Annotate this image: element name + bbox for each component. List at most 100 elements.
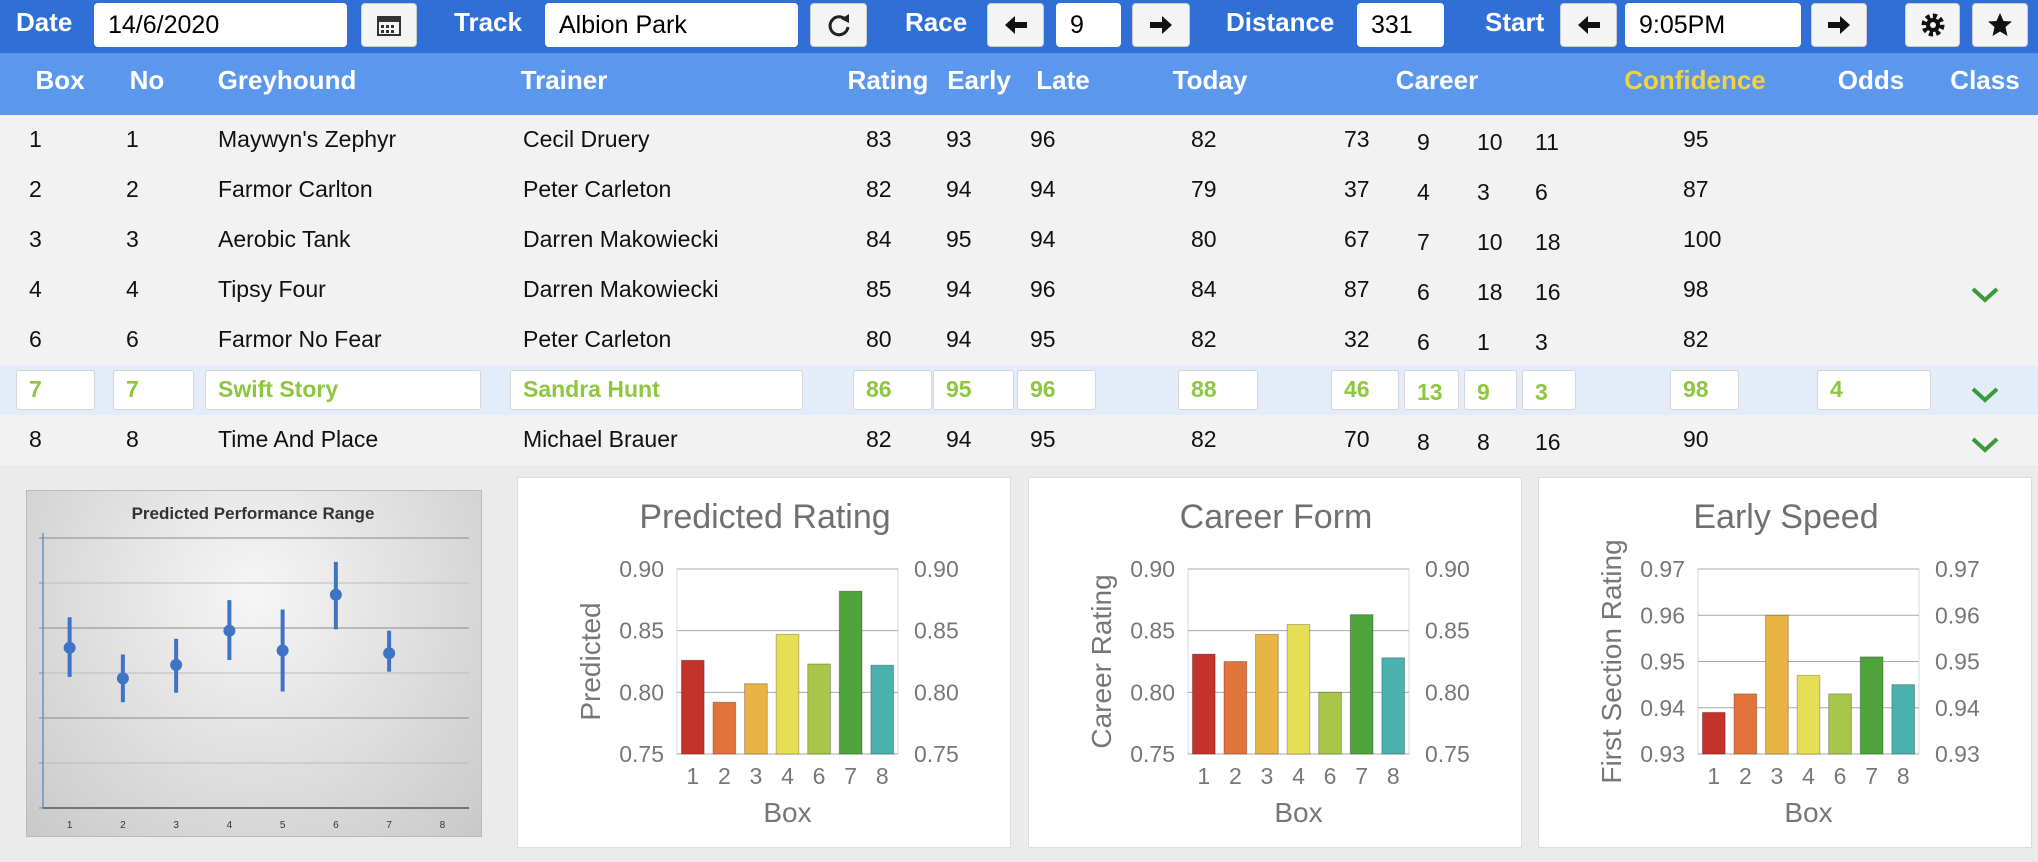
table-row[interactable]: 4 4 Tipsy Four Darren Makowiecki 85 94 96 84 87 6… (0, 265, 2038, 315)
bar (1733, 693, 1758, 755)
race-next[interactable] (1132, 3, 1190, 47)
cell-today: 84 (1191, 276, 1217, 302)
distance-input[interactable]: 331 (1357, 3, 1444, 47)
table-row[interactable]: 7 7 Swift Story Sandra Hunt 86 95 96 88 46 13 9 3 98… (0, 365, 2038, 415)
cell-career: 8 (1417, 429, 1430, 455)
cell-late: 96 (1030, 276, 1056, 302)
column-header: No (129, 65, 165, 95)
table-row[interactable]: 1 1 Maywyn's Zephyr Cecil Druery 83 93 96 82 73 9… (0, 115, 2038, 165)
check-icon (1971, 387, 1999, 403)
cell-box (1522, 370, 1576, 410)
start-next[interactable] (1811, 3, 1867, 47)
x-tick-label: 2 (1739, 763, 1752, 789)
column-header: Box (35, 65, 85, 95)
cell-box (16, 370, 95, 410)
cell-trainer: Cecil Druery (523, 126, 650, 152)
cell-career: 3 (1535, 379, 1548, 405)
x-tick-label: 3 (1771, 763, 1784, 789)
y-tick-label: 0.80 (619, 679, 664, 705)
cell-career: 3 (1477, 179, 1490, 205)
class-check (1971, 437, 1999, 453)
cell-trainer: Darren Makowiecki (523, 276, 719, 302)
y2-tick-label: 0.94 (1935, 695, 1980, 721)
cell-confidence: 98 (1683, 376, 1709, 402)
x-tick-label: 4 (227, 820, 233, 831)
bar (1859, 656, 1884, 755)
chart-title: Career Form (1180, 498, 1373, 536)
cell-career: 10 (1477, 229, 1503, 255)
cell-no: 6 (126, 326, 139, 352)
cell-box (205, 370, 481, 410)
y2-tick-label: 0.85 (914, 618, 959, 644)
check-icon (1971, 287, 1999, 303)
cell-career: 16 (1535, 279, 1561, 305)
track-input[interactable]: Albion Park (545, 3, 798, 47)
bar (807, 663, 831, 755)
cell-early: 94 (946, 426, 972, 452)
cell-box (1331, 370, 1399, 410)
chart-title: Predicted Rating (639, 498, 890, 536)
y-tick-label: 0.85 (1130, 618, 1175, 644)
point (329, 588, 342, 601)
start-input[interactable]: 9:05PM (1625, 3, 1801, 47)
table-body: 1 1 Maywyn's Zephyr Cecil Druery 83 93 96 82 73 9… (0, 115, 2038, 465)
cell-confidence: 87 (1683, 176, 1709, 202)
bar (1349, 614, 1374, 755)
calendar-icon (377, 16, 401, 36)
cell-greyhound: Tipsy Four (218, 276, 326, 302)
cell-rating: 86 (866, 376, 892, 402)
x-tick-label: 2 (120, 820, 126, 831)
table-row[interactable]: 2 2 Farmor Carlton Peter Carleton 82 94 94 79 37… (0, 165, 2038, 215)
column-header: Today (1172, 65, 1248, 95)
cell-early: 94 (946, 276, 972, 302)
y2-tick-label: 0.75 (1425, 741, 1470, 767)
cell-career: 10 (1477, 129, 1503, 155)
refresh-button[interactable] (810, 3, 867, 47)
table-row[interactable]: 3 3 Aerobic Tank Darren Makowiecki 84 95 94 80 6… (0, 215, 2038, 265)
cell-box (933, 370, 1014, 410)
table-row[interactable]: 8 8 Time And Place Michael Brauer 82 94 95 82 70… (0, 415, 2038, 465)
cell-box: 1 (29, 126, 42, 152)
favourite-button[interactable] (1972, 3, 2028, 47)
column-header: Rating (847, 65, 929, 95)
cell-career: 32 (1344, 326, 1370, 352)
settings-button[interactable] (1905, 3, 1960, 47)
y-axis-label: Predicted (575, 602, 606, 720)
gear-icon (1921, 13, 1944, 37)
cell-career: 18 (1477, 279, 1503, 305)
y2-tick-label: 0.80 (914, 679, 959, 705)
cell-late: 94 (1030, 226, 1056, 252)
cell-career: 8 (1477, 429, 1490, 455)
x-tick-label: 3 (173, 820, 179, 831)
point (116, 672, 129, 685)
cell-rating: 84 (866, 226, 892, 252)
cell-today: 88 (1191, 376, 1217, 402)
cell-odds: 4 (1830, 376, 1843, 402)
calendar-button[interactable] (361, 3, 417, 47)
distance-label: Distance (1226, 7, 1335, 37)
race-prev[interactable] (987, 3, 1044, 47)
x-tick-label: 1 (686, 763, 699, 789)
chart-title: Predicted Performance Range (132, 504, 375, 523)
cell-no: 2 (126, 176, 139, 202)
cell-career: 6 (1417, 279, 1430, 305)
cell-box (510, 370, 803, 410)
cell-career: 6 (1535, 179, 1548, 205)
date-input[interactable]: 14/6/2020 (94, 3, 347, 47)
x-tick-label: 7 (1865, 763, 1878, 789)
cell-box: 8 (29, 426, 42, 452)
cell-trainer: Michael Brauer (523, 426, 678, 452)
table-row[interactable]: 6 6 Farmor No Fear Peter Carleton 80 94 95 82 32… (0, 315, 2038, 365)
column-header: Class (1950, 65, 2020, 95)
charts: Predicted Performance Range 1 2 3 4 5 6 7 8 Predi… (0, 465, 2038, 862)
race-input[interactable]: 9 (1056, 3, 1121, 47)
chart: Career Form 0.75 0.80 0.85 0.90 0.75 0.80 0.85 0… (1028, 477, 1522, 848)
y-tick-label: 0.94 (1640, 695, 1685, 721)
point (170, 658, 183, 671)
cell-greyhound: Farmor No Fear (218, 326, 382, 352)
start-prev[interactable] (1560, 3, 1617, 47)
cell-career: 11 (1535, 129, 1559, 155)
arrow-left (1577, 16, 1600, 34)
y-axis-label: Career Rating (1086, 574, 1117, 748)
